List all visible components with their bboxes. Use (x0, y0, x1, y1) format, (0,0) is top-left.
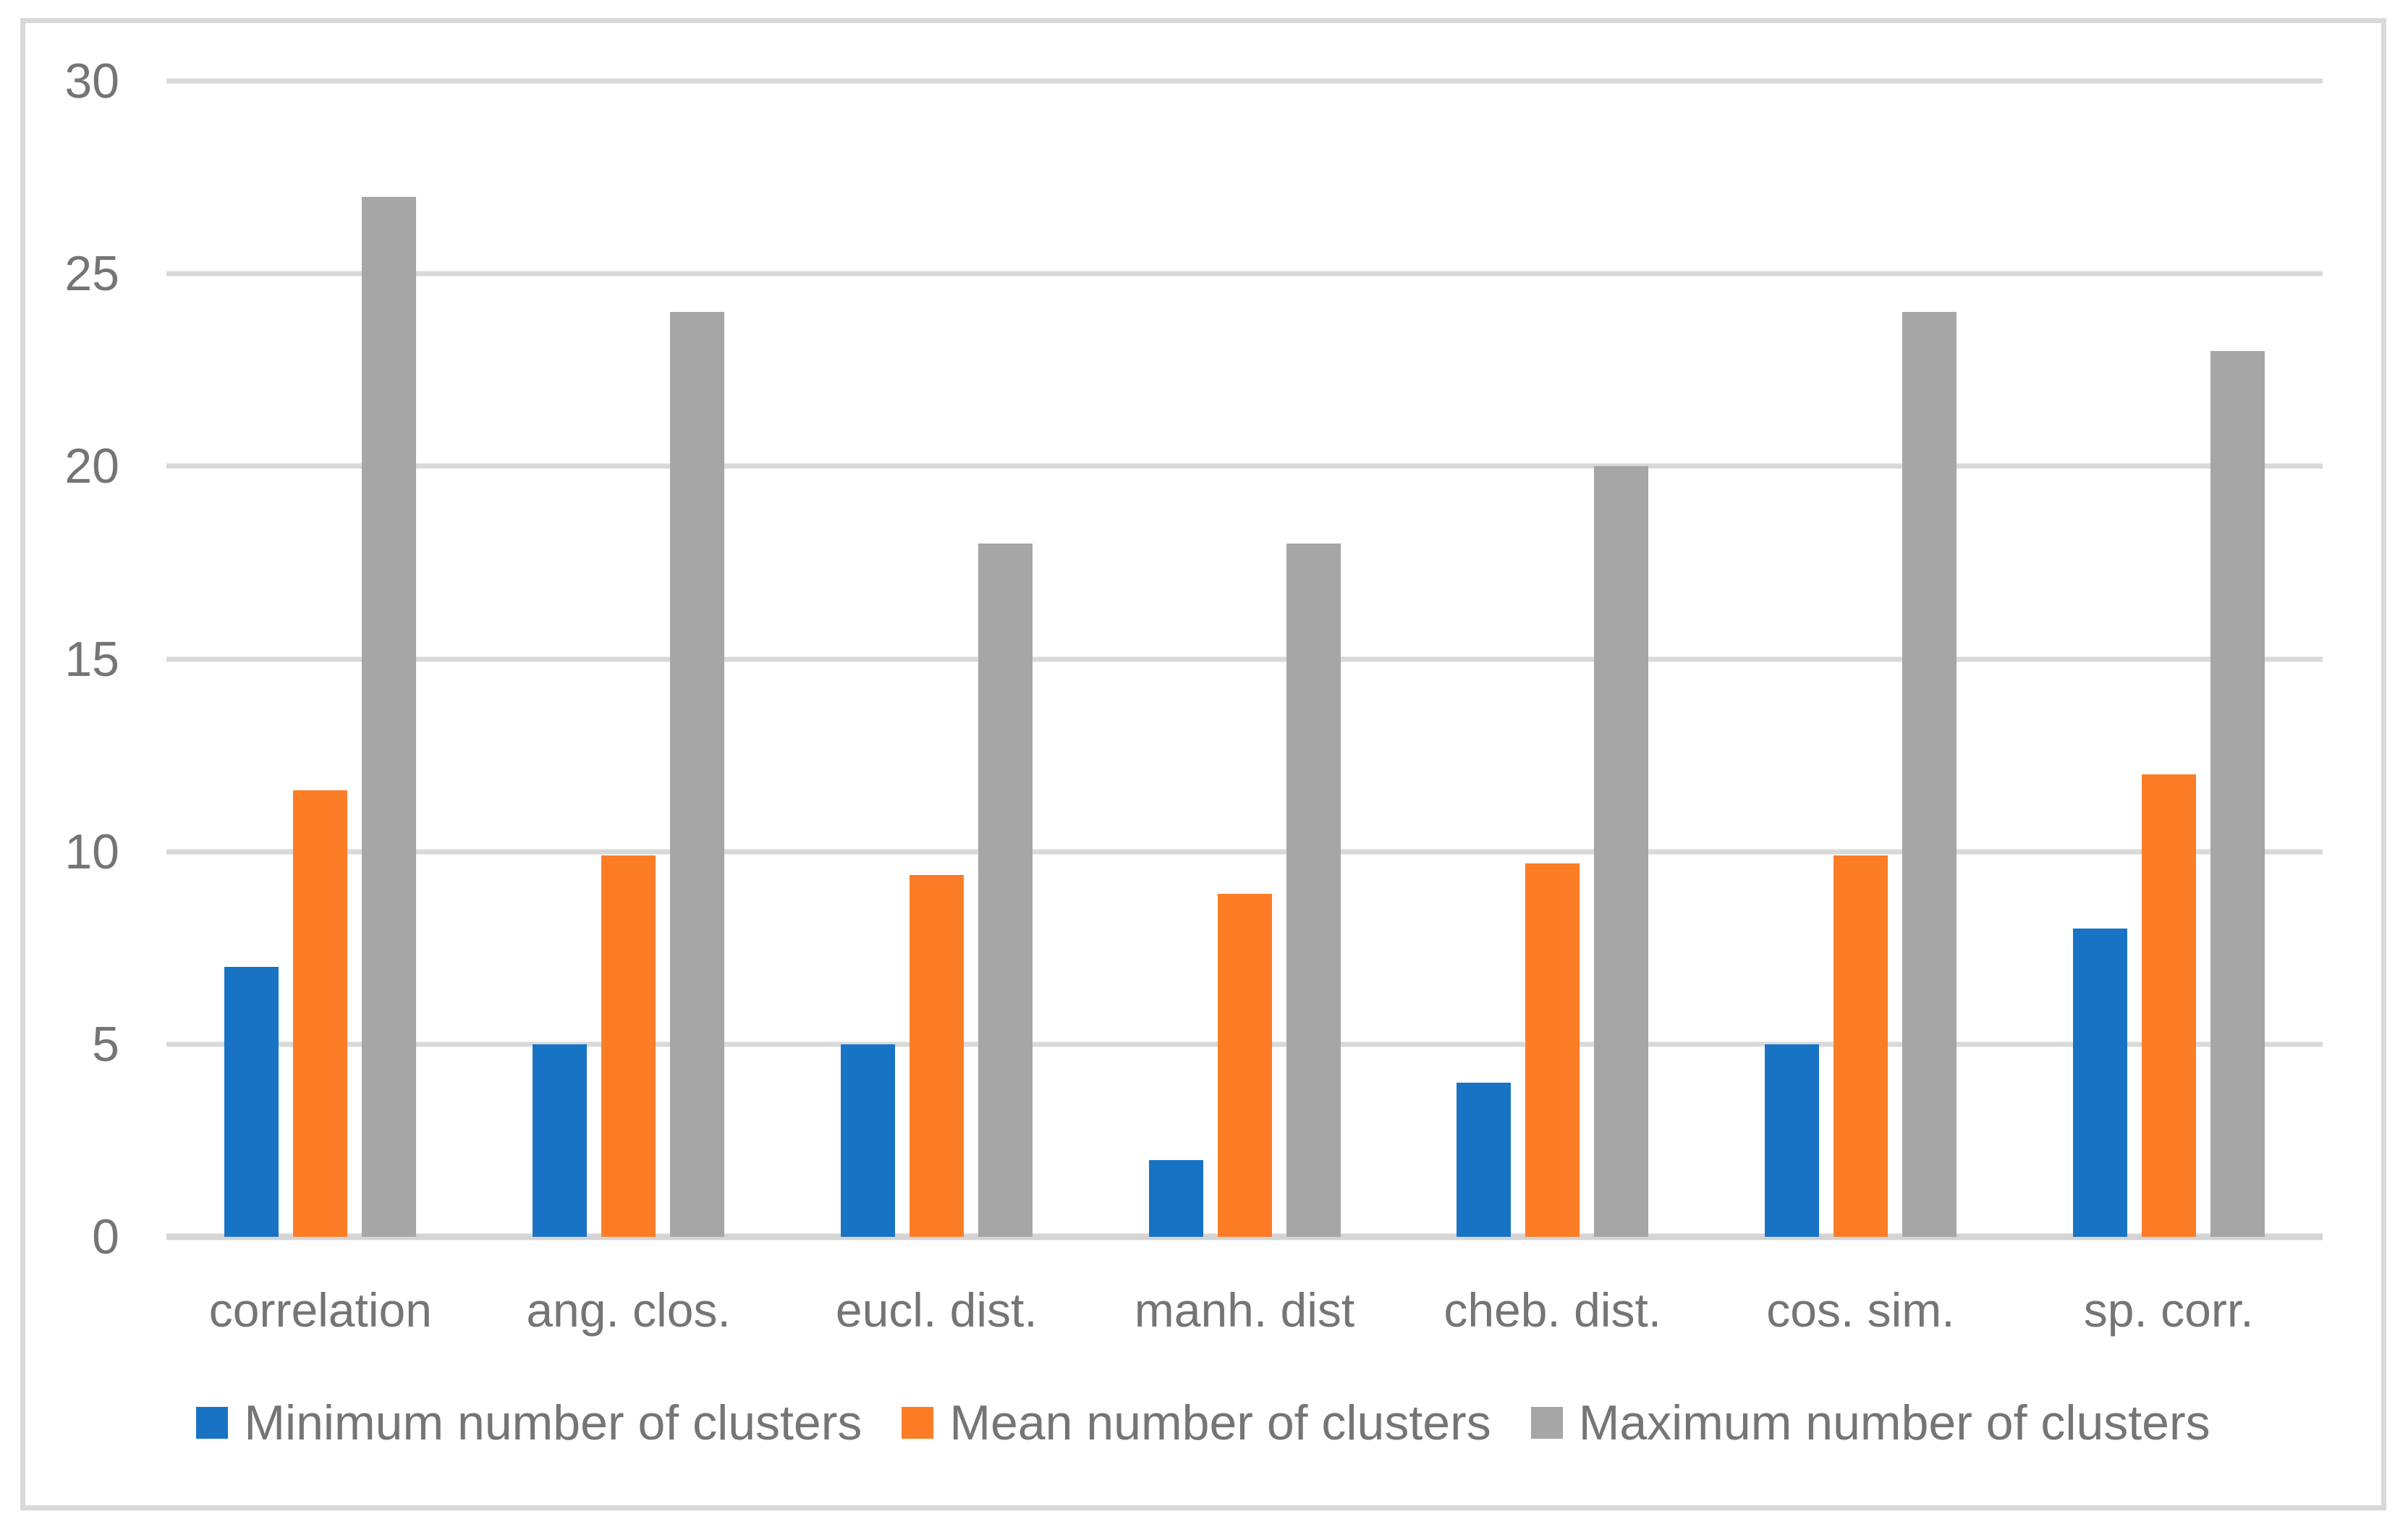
bar (2210, 350, 2265, 1237)
bar (601, 855, 656, 1237)
category-group (166, 81, 475, 1237)
bars-area (166, 81, 2323, 1237)
gridline (166, 656, 2323, 661)
category-group (475, 81, 783, 1237)
x-tick-label: cos. sim. (1766, 1283, 1955, 1337)
legend-swatch-mean (902, 1407, 934, 1439)
bar (293, 790, 348, 1237)
x-axis-labels: correlation ang. clos. eucl. dist. manh. di… (166, 1282, 2323, 1337)
bar (1833, 855, 1888, 1237)
plot-area (166, 78, 2323, 1240)
bar (840, 1044, 895, 1237)
bars-row (166, 81, 2323, 1237)
category-group (782, 81, 1090, 1237)
legend-item-maximum: Maximum number of clusters (1530, 1395, 2210, 1451)
bar (978, 543, 1033, 1237)
x-tick-label: manh. dist (1134, 1283, 1355, 1337)
gridline (166, 271, 2323, 276)
x-tick-label: correlation (208, 1283, 432, 1337)
bar (1148, 1159, 1203, 1237)
legend-label-minimum: Minimum number of clusters (244, 1395, 862, 1450)
bar (2072, 929, 2127, 1237)
category-group (1399, 81, 1707, 1237)
bar (1594, 466, 1649, 1237)
legend-item-mean: Mean number of clusters (902, 1395, 1491, 1451)
bar (1902, 312, 1956, 1237)
bar (224, 967, 279, 1237)
legend-swatch-maximum (1530, 1407, 1563, 1439)
y-tick-label: 0 (92, 1209, 119, 1264)
gridline (166, 78, 2323, 84)
legend-label-maximum: Maximum number of clusters (1578, 1395, 2210, 1450)
gridline (166, 849, 2323, 855)
bar (1764, 1044, 1819, 1237)
bar (909, 874, 964, 1237)
bar (1286, 543, 1341, 1237)
x-tick-label: sp. corr. (2083, 1283, 2254, 1337)
y-tick-label: 10 (64, 824, 119, 879)
gridline (166, 463, 2323, 469)
bar (1457, 1083, 1512, 1237)
category-group (2014, 81, 2323, 1237)
y-tick-label: 15 (64, 631, 119, 687)
x-tick-label: ang. clos. (526, 1283, 731, 1337)
y-tick-label: 30 (64, 54, 119, 109)
legend-item-minimum: Minimum number of clusters (196, 1395, 862, 1451)
bar (533, 1044, 588, 1237)
category-group (1090, 81, 1399, 1237)
bar (2141, 774, 2196, 1237)
category-group (1707, 81, 2015, 1237)
legend-label-mean: Mean number of clusters (949, 1395, 1491, 1450)
y-tick-label: 5 (92, 1016, 119, 1072)
legend-swatch-minimum (196, 1407, 229, 1439)
chart-frame: 0 5 10 15 20 25 30 correlation ang. clos. eucl. … (20, 18, 2386, 1510)
bar (1217, 894, 1272, 1237)
bar (670, 312, 725, 1237)
y-tick-label: 20 (64, 439, 119, 494)
legend: Minimum number of clusters Mean number o… (25, 1395, 2381, 1451)
y-axis-labels: 0 5 10 15 20 25 30 (25, 54, 119, 1264)
bar (1525, 863, 1580, 1237)
x-tick-label: eucl. dist. (835, 1283, 1038, 1337)
x-axis-line (166, 1233, 2323, 1240)
bar (362, 196, 417, 1237)
y-tick-label: 25 (64, 246, 119, 302)
x-tick-label: cheb. dist. (1443, 1283, 1662, 1337)
